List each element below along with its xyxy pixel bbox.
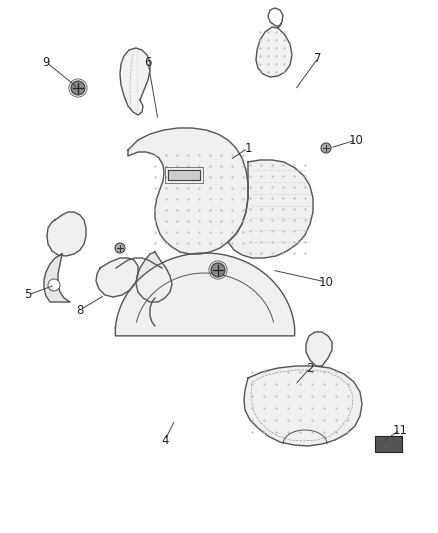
Polygon shape [115, 253, 295, 336]
Text: 7: 7 [314, 52, 322, 64]
Polygon shape [120, 48, 150, 115]
Text: 11: 11 [392, 424, 407, 437]
Circle shape [48, 279, 60, 291]
Text: 1: 1 [244, 141, 252, 155]
Polygon shape [47, 212, 86, 256]
Polygon shape [44, 254, 70, 302]
Polygon shape [228, 160, 313, 258]
Circle shape [71, 81, 85, 95]
Polygon shape [306, 332, 332, 366]
Circle shape [115, 243, 125, 253]
Polygon shape [96, 258, 138, 297]
Circle shape [211, 263, 225, 277]
Polygon shape [244, 366, 362, 446]
Polygon shape [256, 27, 292, 77]
Text: 10: 10 [318, 276, 333, 288]
Polygon shape [136, 252, 172, 302]
Text: 10: 10 [349, 133, 364, 147]
Polygon shape [168, 170, 200, 180]
Text: 8: 8 [76, 303, 84, 317]
Text: 6: 6 [144, 55, 152, 69]
Polygon shape [128, 128, 248, 254]
Bar [375, 436, 402, 452]
Text: 9: 9 [42, 55, 50, 69]
Text: 2: 2 [306, 361, 314, 375]
Circle shape [321, 143, 331, 153]
Text: 5: 5 [25, 288, 32, 302]
Text: 4: 4 [161, 433, 169, 447]
